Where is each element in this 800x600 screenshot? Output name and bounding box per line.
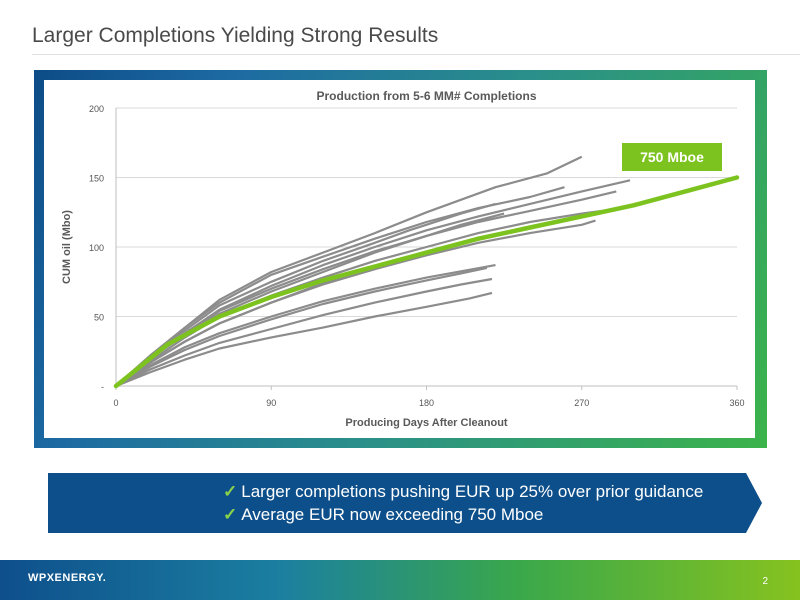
well-curve bbox=[115, 264, 496, 387]
axis-layer bbox=[115, 108, 738, 390]
checkmark-icon: ✓ bbox=[223, 505, 238, 524]
page-number: 2 bbox=[762, 576, 768, 587]
x-tick-label: 90 bbox=[266, 398, 276, 408]
x-axis-label: Producing Days After Cleanout bbox=[345, 417, 508, 429]
label-layer: - 50 100 150 200 0 90 180 270 360 Production from … bbox=[61, 89, 745, 429]
y-tick-label: 200 bbox=[89, 104, 104, 114]
y-tick-label: - bbox=[101, 382, 104, 392]
series-layer bbox=[113, 155, 740, 389]
well-curve bbox=[115, 277, 493, 387]
company-logo: WPXENERGY. bbox=[28, 572, 107, 584]
production-chart: - 50 100 150 200 0 90 180 270 360 Production from … bbox=[61, 89, 745, 429]
x-tick-label: 180 bbox=[419, 398, 434, 408]
slide-title: Larger Completions Yielding Strong Resul… bbox=[32, 24, 439, 47]
banner-line-2: ✓ Average EUR now exceeding 750 Mboe bbox=[223, 503, 703, 526]
x-tick-label: 0 bbox=[113, 398, 118, 408]
x-tick-label: 270 bbox=[574, 398, 589, 408]
annotation-label: 750 Mboe bbox=[640, 149, 704, 165]
chart-title: Production from 5-6 MM# Completions bbox=[316, 89, 536, 103]
banner-line-1: ✓ Larger completions pushing EUR up 25% o… bbox=[223, 480, 703, 503]
y-tick-label: 150 bbox=[89, 174, 104, 184]
summary-banner: ✓ Larger completions pushing EUR up 25% o… bbox=[48, 473, 762, 533]
footer-band bbox=[0, 560, 800, 600]
y-axis-label: CUM oil (Mbo) bbox=[61, 210, 73, 284]
banner-arrow-shape bbox=[48, 473, 762, 533]
title-divider bbox=[32, 54, 800, 55]
annotation-box bbox=[622, 143, 722, 171]
chart-panel: - 50 100 150 200 0 90 180 270 360 Production from … bbox=[44, 80, 755, 438]
well-curve bbox=[115, 179, 631, 387]
x-tick-label: 360 bbox=[729, 398, 744, 408]
well-curve bbox=[115, 266, 488, 387]
y-tick-label: 50 bbox=[94, 313, 104, 323]
banner-line-1-text: Larger completions pushing EUR up 25% ov… bbox=[241, 482, 704, 501]
banner-line-2-text: Average EUR now exceeding 750 Mboe bbox=[241, 505, 544, 524]
checkmark-icon: ✓ bbox=[223, 482, 238, 501]
well-curve bbox=[115, 208, 613, 387]
y-tick-label: 100 bbox=[89, 243, 104, 253]
average-curve bbox=[113, 175, 740, 389]
well-curve bbox=[115, 291, 493, 388]
